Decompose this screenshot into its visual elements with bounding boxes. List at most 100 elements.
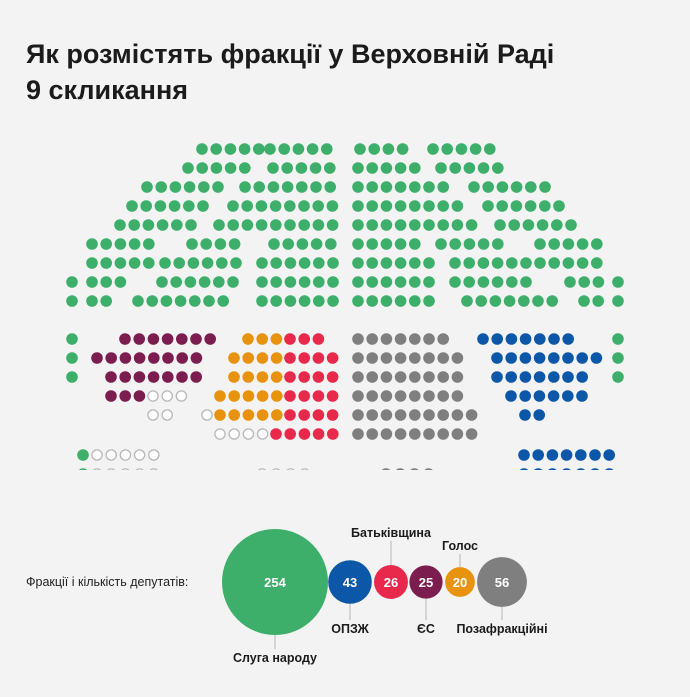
seat-g	[352, 162, 364, 174]
seat-g	[159, 257, 171, 269]
seat-g	[451, 200, 464, 212]
seat-i	[451, 390, 464, 402]
seat-e	[133, 333, 145, 345]
seat-g	[380, 276, 393, 288]
seat-g	[128, 257, 141, 269]
seat-g	[210, 162, 223, 174]
seat-e	[147, 371, 160, 383]
seat-g	[327, 276, 339, 288]
seat-g	[366, 257, 379, 269]
legend-name-batkivshchyna: Батьківщина	[351, 526, 432, 540]
seat-g	[380, 181, 393, 193]
empty-seat	[161, 390, 173, 402]
seat-g	[309, 162, 322, 174]
seat-h	[228, 390, 240, 402]
seat-i	[423, 428, 435, 440]
legend-bubble-es	[409, 565, 443, 599]
seat-b	[327, 428, 339, 440]
empty-seat	[300, 468, 309, 470]
seat-g	[524, 200, 537, 212]
seat-i	[394, 409, 407, 421]
seat-g	[298, 219, 311, 231]
seat-g	[143, 238, 155, 250]
seat-g	[66, 295, 78, 307]
seat-g	[366, 238, 379, 250]
seat-g	[278, 143, 291, 155]
seat-g	[394, 200, 407, 212]
seat-g	[592, 295, 604, 307]
seat-g	[394, 238, 407, 250]
seat-g	[100, 295, 112, 307]
seat-b	[312, 409, 325, 421]
seat-i	[423, 333, 435, 345]
seat-g	[155, 181, 167, 193]
seat-g	[292, 143, 305, 155]
seat-o	[575, 449, 587, 461]
seat-o	[491, 352, 503, 364]
seat-g	[510, 200, 523, 212]
seat-o	[519, 333, 532, 345]
seat-g	[189, 295, 201, 307]
seat-e	[119, 371, 131, 383]
seat-o	[548, 333, 560, 345]
seat-g	[394, 162, 407, 174]
legend-value-sluha: 254	[264, 575, 286, 590]
seat-o	[505, 390, 517, 402]
seat-g	[491, 257, 504, 269]
seat-o	[519, 409, 531, 421]
seat-g	[449, 162, 462, 174]
empty-seat	[272, 468, 281, 470]
legend-bubble-batkivshchyna	[374, 565, 408, 599]
seat-g	[182, 162, 194, 174]
seat-o	[491, 371, 503, 383]
seat-e	[204, 333, 216, 345]
seat-i	[380, 428, 393, 440]
seat-g	[100, 276, 112, 288]
seat-o	[589, 449, 601, 461]
seat-g	[268, 238, 280, 250]
seat-b	[298, 428, 311, 440]
seat-g	[313, 276, 325, 288]
empty-seat	[228, 428, 240, 440]
seat-o	[576, 390, 588, 402]
seat-g	[394, 219, 407, 231]
seat-g	[174, 295, 187, 307]
legend-value-opzzh: 43	[343, 575, 357, 590]
seat-g	[578, 276, 590, 288]
legend-bubble-opzzh	[328, 560, 372, 604]
seat-g	[380, 257, 393, 269]
seat-g	[475, 295, 488, 307]
seat-i	[437, 428, 450, 440]
seat-i	[352, 428, 364, 440]
seat-e	[176, 352, 188, 364]
seat-g	[506, 276, 518, 288]
seat-g	[409, 257, 421, 269]
seat-g	[312, 219, 325, 231]
seat-b	[284, 409, 296, 421]
seat-g	[423, 181, 435, 193]
seat-g	[591, 238, 603, 250]
seat-g	[326, 219, 339, 231]
seat-i	[394, 333, 407, 345]
seat-e	[161, 333, 174, 345]
empty-seat	[92, 468, 102, 470]
seat-i	[437, 390, 450, 402]
seat-g	[313, 295, 325, 307]
seat-g	[461, 295, 473, 307]
seat-g	[201, 257, 214, 269]
seat-i	[396, 468, 405, 470]
seat-o	[519, 468, 529, 470]
seat-h	[256, 352, 269, 364]
seat-h	[270, 352, 283, 364]
seat-g	[241, 200, 253, 212]
legend-value-holos: 20	[453, 575, 467, 590]
seat-g	[352, 257, 364, 269]
seat-g	[183, 200, 195, 212]
seat-g	[352, 295, 364, 307]
seat-h	[242, 390, 255, 402]
seat-g	[532, 295, 544, 307]
seat-b	[298, 352, 311, 364]
seat-g	[255, 219, 268, 231]
seat-o	[562, 352, 574, 364]
seat-o	[505, 333, 518, 345]
